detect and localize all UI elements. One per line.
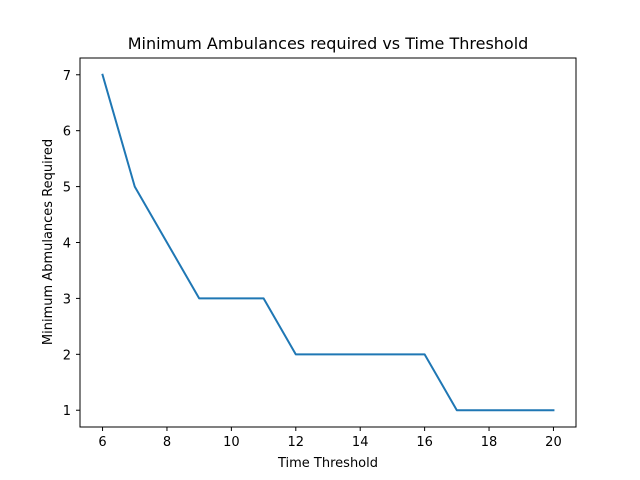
chart-title: Minimum Ambulances required vs Time Thre… [128,34,529,53]
series-line-1 [101,73,555,412]
x-tick-label: 20 [545,435,562,450]
x-tick-label: 18 [481,435,498,450]
y-tick-label: 7 [63,69,71,84]
y-tick-label: 3 [63,292,71,307]
x-tick-label: 12 [288,435,305,450]
y-tick-label: 4 [63,237,71,252]
y-tick-label: 1 [63,404,71,419]
y-tick-label: 5 [63,181,71,196]
y-tick-label: 6 [63,125,71,140]
x-tick-label: 14 [352,435,369,450]
x-tick-label: 8 [163,435,171,450]
x-tick-label: 10 [223,435,240,450]
x-axis-label: Time Threshold [277,456,378,471]
x-tick-label: 16 [416,435,433,450]
y-tick-label: 2 [63,348,71,363]
y-axis-label: Minimum Abmulances Required [41,139,56,345]
x-tick-label: 6 [98,435,106,450]
